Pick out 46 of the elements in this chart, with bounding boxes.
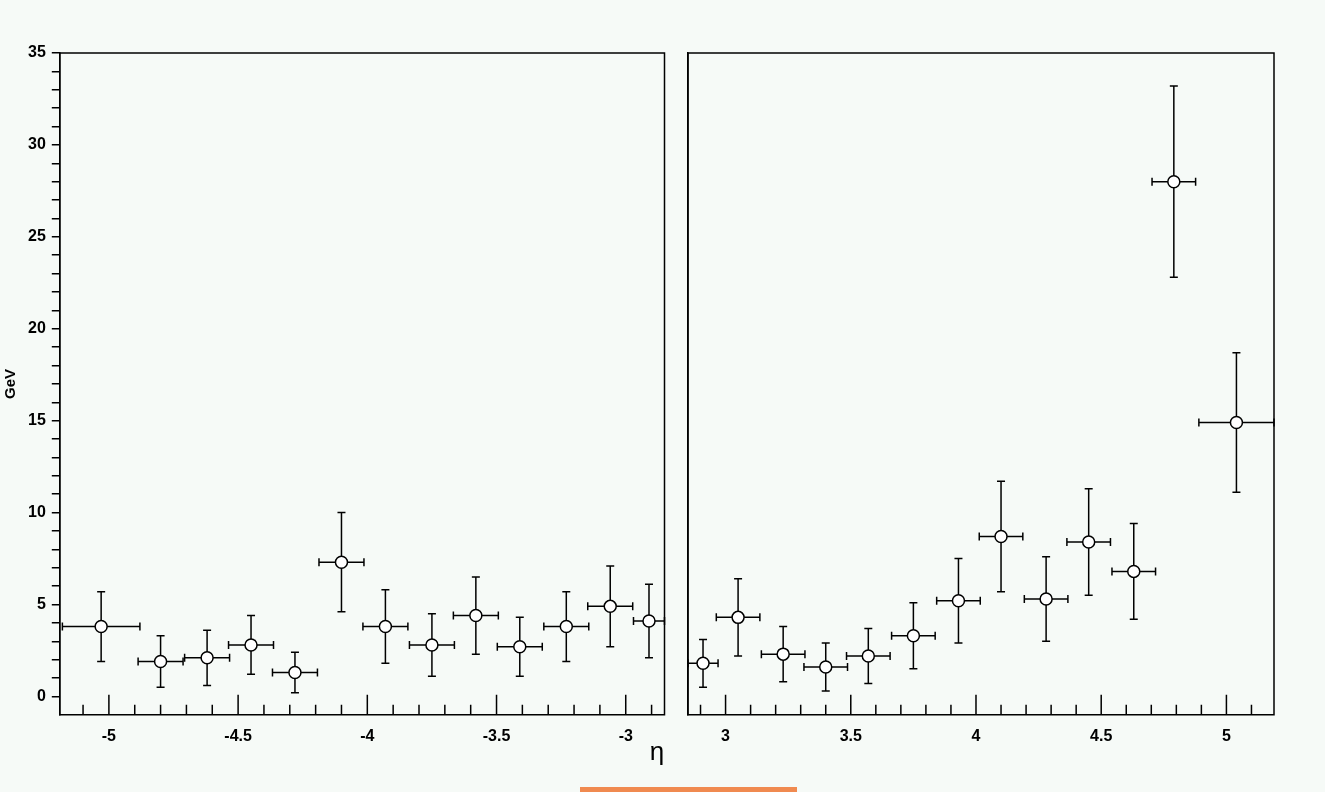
y-tick-label: 0 [36,686,46,704]
point [200,651,214,665]
point [696,656,710,671]
y-tick-label: 10 [28,502,46,520]
point [513,640,527,654]
x-tick-label: -3.5 [482,726,511,744]
point [1229,415,1244,430]
x-tick-label: -4 [360,726,375,744]
point [861,649,876,663]
point [244,638,258,652]
y-tick-label: 5 [36,594,46,612]
point [1127,564,1141,579]
point [818,660,833,674]
y-tick-label: 25 [28,227,46,245]
point [603,599,617,614]
x-tick-label: -4.5 [224,726,252,744]
point [951,594,966,608]
point [1167,174,1181,189]
point [1039,592,1053,606]
point [1081,535,1096,549]
point [906,629,921,643]
point [994,529,1008,544]
y-axis-title: GeV [1,368,19,399]
point [469,608,483,623]
point [425,638,439,652]
point [731,610,745,625]
point [334,555,349,569]
x-axis-title: η [649,736,665,766]
point [559,619,574,634]
point [378,619,393,634]
x-tick-label: 3.5 [839,726,862,744]
x-tick-label: -5 [101,726,117,744]
y-tick-label: 30 [28,135,46,153]
x-tick-label: -3 [618,726,633,744]
x-tick-label: 5 [1221,726,1231,744]
x-tick-label: 4.5 [1090,726,1113,744]
y-tick-label: 35 [28,43,46,61]
point [776,647,790,661]
point [288,665,302,680]
y-tick-label: 15 [28,411,46,429]
point [94,619,108,634]
point [642,614,656,628]
point [153,654,168,669]
y-tick-label: 20 [28,319,46,337]
x-tick-label: 4 [971,726,981,744]
x-tick-label: 3 [721,726,731,744]
